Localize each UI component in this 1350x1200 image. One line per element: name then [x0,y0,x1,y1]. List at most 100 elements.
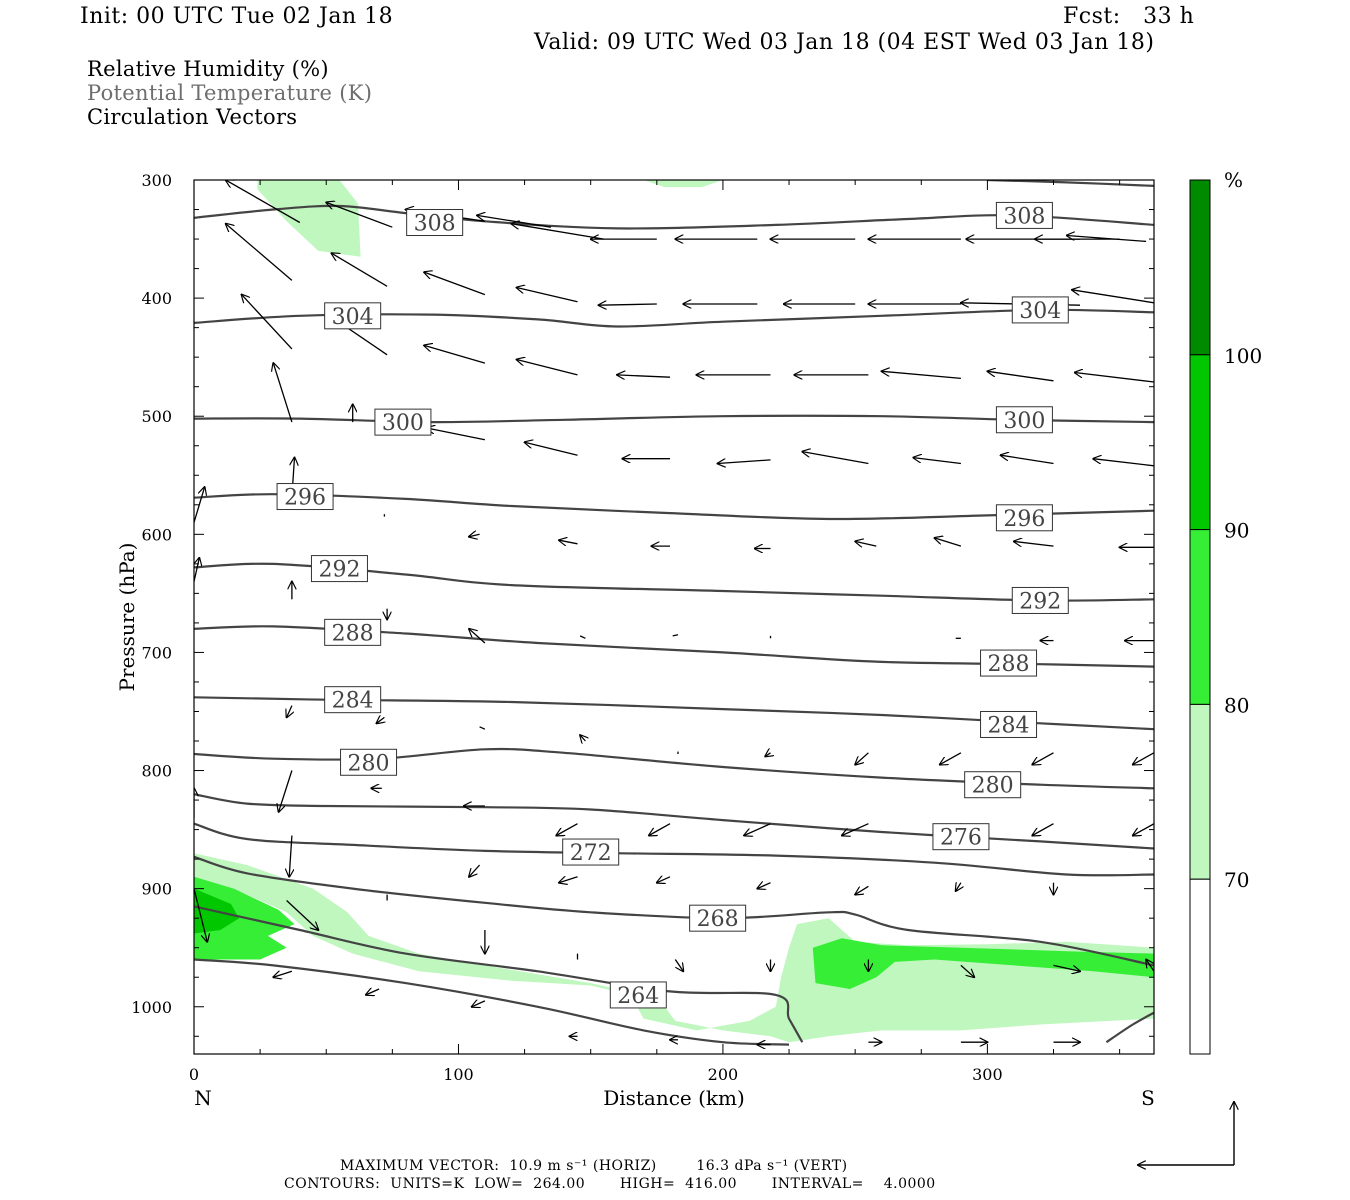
contour-label-box [310,555,368,583]
y-tick-label-800: 800 [141,762,172,781]
contour-label-280-15: 280 [964,771,1022,799]
contour-label-296-6: 296 [276,483,334,511]
circulation-vector-88 [657,877,671,883]
circulation-vector-45 [469,534,480,536]
contour-label-box [980,649,1038,677]
contour-label-304-2: 304 [324,302,382,330]
circulation-vector-31 [1075,373,1154,383]
contour-label-300-4: 300 [374,408,432,436]
contour-label-text: 304 [332,305,374,330]
x-tick-label-100: 100 [443,1065,474,1084]
contour-label-box [324,618,382,646]
circulation-vector-14 [424,272,486,296]
contour-label-268-18: 268 [689,904,747,932]
contour-label-292-8: 292 [310,555,368,583]
x-tick-label-0: 0 [189,1065,199,1084]
rh-region-70-1 [643,180,723,188]
contour-label-280-14: 280 [340,748,398,776]
init-time: Init: 00 UTC Tue 02 Jan 18 [80,4,394,29]
x-end-label-south: S [1141,1086,1155,1110]
circulation-vector-53 [194,558,199,582]
circulation-vector-41 [1093,459,1154,467]
colorbar-segment-1 [1189,354,1211,531]
colorbar-segment-3 [1189,703,1211,880]
colorbar-segment-4 [1189,878,1211,1055]
circulation-vector-37 [718,460,771,464]
circulation-vector-91 [956,883,961,891]
contour-label-box [324,686,382,714]
circulation-vector-70 [855,752,869,765]
contour-label-text: 284 [988,713,1030,738]
contour-label-300-5: 300 [995,406,1053,434]
contour-label-text: 296 [284,486,326,511]
circulation-vector-87 [559,877,578,883]
contour-label-box [324,302,382,330]
theta-contour-260-12 [194,958,790,1046]
contour-label-text: 296 [1003,507,1045,532]
max-vector-info: MAXIMUM VECTOR: 10.9 m s⁻¹ (HORIZ) 16.3 … [340,1158,848,1174]
axis-layer: 300 400 500 600 700 800 900 1000 0 100 200 300 [131,171,1154,1084]
plot-frame [193,179,1155,1055]
circulation-vector-15 [517,288,578,303]
circulation-vector-24 [424,345,486,364]
contour-label-288-10: 288 [324,618,382,646]
circulation-vector-56 [469,629,486,644]
contour-label-308-1: 308 [995,201,1053,229]
circulation-vector-layer [194,180,1154,1045]
contour-label-296-7: 296 [995,504,1053,532]
contour-label-text: 292 [1019,589,1061,614]
circulation-vector-71 [940,752,962,765]
colorbar: 70 80 90 100 [1189,179,1262,1055]
circulation-vector-79 [744,823,771,836]
y-tick-label-1000: 1000 [131,998,172,1017]
circulation-vector-65 [377,717,385,723]
circulation-vector-82 [1032,823,1054,836]
circulation-vector-102 [1053,964,1081,971]
circulation-vector-1 [326,202,393,228]
contour-label-box [1011,586,1069,614]
circulation-vector-74 [279,770,293,812]
contour-label-box [980,710,1038,738]
legend-potential-temperature: Potential Temperature (K) [87,81,373,105]
circulation-vector-38 [802,452,869,465]
contour-label-text: 288 [332,621,374,646]
contour-label-text: 308 [1003,204,1045,229]
x-axis-title: Distance (km) [603,1086,745,1110]
rh-region-80-4 [812,938,1154,989]
contour-label-text: 276 [940,826,982,851]
rh-region-70-2 [194,853,1154,1043]
circulation-vector-50 [935,538,962,547]
circulation-vector-32 [273,363,293,423]
contour-label-288-11: 288 [980,649,1038,677]
contour-label-text: 272 [570,841,612,866]
circulation-vector-25 [517,360,578,376]
theta-contour-260-13 [1105,1011,1154,1044]
contour-label-box [276,483,334,511]
reference-vector-arrows [1138,1102,1234,1165]
contour-label-box [1011,296,1069,324]
circulation-vector-86 [469,864,481,877]
contour-label-text: 308 [414,212,456,237]
circulation-vector-0 [226,180,301,224]
colorbar-label-80: 80 [1224,693,1249,717]
circulation-vector-34 [427,428,486,441]
circulation-vector-73 [1133,752,1154,765]
circulation-vector-98 [674,959,683,972]
contour-label-text: 288 [988,652,1030,677]
colorbar-label-90: 90 [1224,519,1249,543]
contour-label-304-3: 304 [1011,296,1069,324]
contour-label-text: 280 [348,751,390,776]
circulation-vector-39 [913,458,961,465]
circulation-vector-29 [882,371,961,380]
theta-contour-264-11 [194,905,804,1043]
circulation-vector-85 [289,835,292,877]
circulation-vector-89 [757,883,771,889]
circulation-vector-46 [559,540,578,544]
contour-label-box [374,408,432,436]
contour-label-text: 280 [972,774,1014,799]
contour-label-layer: 308 308 304 304 300 300 296 296 292 292 288 288 284 2… [276,201,1069,1009]
contour-label-text: 300 [1003,409,1045,434]
circulation-vector-67 [580,735,585,741]
y-tick-label-600: 600 [141,525,172,544]
